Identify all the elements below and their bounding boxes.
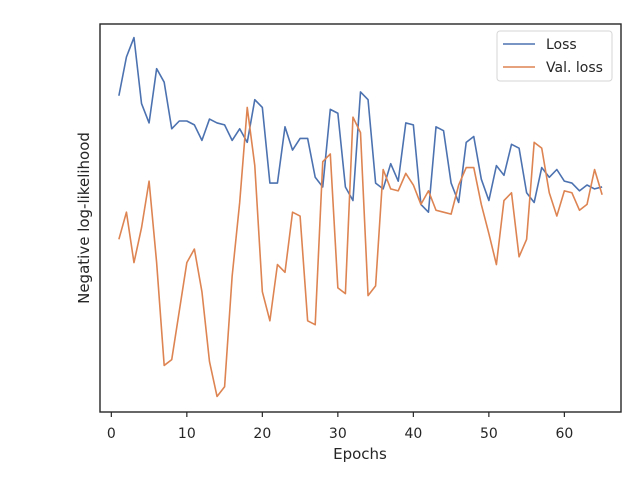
x-tick-label: 50 [480, 426, 498, 442]
x-axis-ticks: 0 10 20 30 40 50 60 [107, 412, 573, 442]
legend-label-loss: Loss [546, 37, 577, 53]
series-line-val-loss [118, 106, 603, 398]
x-tick-label: 60 [555, 426, 573, 442]
x-tick-label: 10 [178, 426, 196, 442]
x-tick-label: 20 [253, 426, 271, 442]
plot-frame [99, 23, 622, 413]
x-tick-label: 0 [107, 426, 116, 442]
x-tick-label: 40 [404, 426, 422, 442]
plot-area [118, 36, 603, 398]
x-tick-label: 30 [329, 426, 347, 442]
legend-label-val-loss: Val. loss [546, 60, 603, 76]
x-axis-label: Epochs [333, 445, 387, 463]
legend: Loss Val. loss [496, 30, 613, 82]
y-axis-label: Negative log-likelihood [75, 132, 93, 304]
series-line-loss [118, 36, 603, 213]
